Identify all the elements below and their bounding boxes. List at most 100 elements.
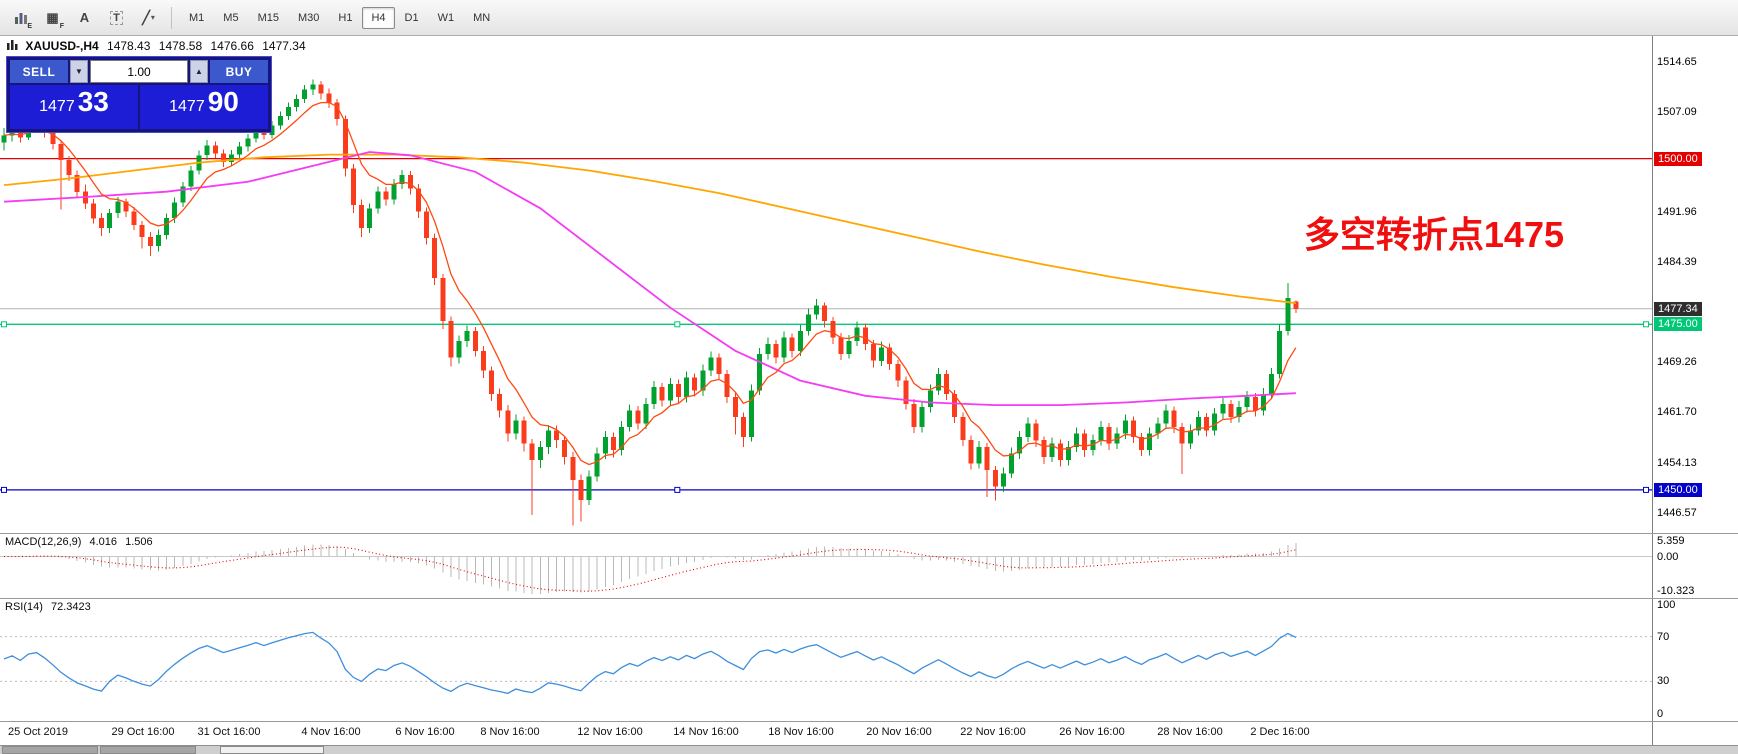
timeframe-button-m1[interactable]: M1	[189, 11, 205, 24]
chart-icon	[7, 40, 18, 50]
time-axis-label: 2 Dec 16:00	[1250, 726, 1310, 738]
annotation-text[interactable]: 多空转折点1475	[1303, 214, 1564, 255]
chart-tab[interactable]	[100, 746, 196, 754]
draw-tools-icon[interactable]: ╱ ▾	[134, 4, 163, 31]
rsi-svg	[0, 631, 1652, 695]
buy-price-display[interactable]: 1477 90	[140, 85, 268, 129]
rsi-header: RSI(14) 72.3423	[5, 601, 91, 613]
one-click-trading-panel: SELL ▼ ▲ BUY 1477 33 1477 90	[6, 56, 272, 133]
timeframe-button-mn[interactable]: MN	[473, 11, 491, 24]
volume-decrease-button[interactable]: ▼	[70, 60, 88, 83]
macd-pane-row: MACD(12,26,9) 4.016 1.506 5.359 0.00 -10…	[0, 533, 1738, 598]
time-axis-label: 14 Nov 16:00	[673, 726, 739, 738]
time-axis-label: 18 Nov 16:00	[768, 726, 834, 738]
time-axis[interactable]: 25 Oct 2019 29 Oct 16:00 31 Oct 16:00 4 Nov…	[0, 722, 1652, 745]
level-lines[interactable]	[0, 157, 1652, 491]
price-tick-label: 1454.13	[1657, 457, 1697, 469]
grid-sub-label: F	[59, 23, 64, 30]
rsi-title: RSI(14)	[5, 601, 43, 613]
sell-price-pips: 33	[77, 86, 109, 117]
selection-handles[interactable]	[1, 321, 1649, 493]
text-tool-glyph: T	[110, 10, 123, 25]
volume-increase-button[interactable]: ▲	[190, 60, 208, 83]
price-badge-1500.00: 1500.00	[1654, 152, 1702, 166]
price-tick-label: 1446.57	[1657, 507, 1697, 519]
grid-glyph: ▦	[46, 9, 59, 25]
ohlc-high: 1478.58	[158, 39, 203, 53]
time-axis-label: 28 Nov 16:00	[1157, 726, 1223, 738]
price-tick-label: 1469.26	[1657, 356, 1697, 368]
time-axis-label: 6 Nov 16:00	[395, 726, 455, 738]
time-axis-label: 12 Nov 16:00	[577, 726, 643, 738]
toolbar-separator	[171, 6, 172, 29]
rsi-levels	[0, 636, 1652, 682]
timeframe-button-m30[interactable]: M30	[297, 11, 320, 24]
time-axis-label: 22 Nov 16:00	[960, 726, 1026, 738]
price-tick-label: 1507.09	[1657, 106, 1697, 118]
timeframe-button-w1[interactable]: W1	[437, 11, 455, 24]
time-axis-label: 4 Nov 16:00	[301, 726, 361, 738]
price-badge-1475.00: 1475.00	[1654, 317, 1702, 331]
grid-icon[interactable]: ▦ F	[38, 4, 67, 31]
macd-title: MACD(12,26,9)	[5, 536, 82, 548]
time-axis-label: 26 Nov 16:00	[1059, 726, 1125, 738]
ma-lines	[3, 101, 1297, 466]
price-badge-1477.34: 1477.34	[1654, 302, 1702, 316]
rsi-axis[interactable]: 100 70 30 0	[1652, 599, 1738, 721]
chart-type-sub-label: E	[27, 23, 32, 30]
price-tick-label: 1461.70	[1657, 406, 1697, 418]
volume-input[interactable]	[90, 60, 188, 83]
time-axis-label: 25 Oct 2019	[8, 726, 68, 738]
price-axis[interactable]: 1514.65 1507.09 1491.96 1484.39 1469.26 1461.…	[1652, 36, 1738, 533]
price-tick-label: 1484.39	[1657, 256, 1697, 268]
timeframe-button-h4[interactable]: H4	[362, 6, 395, 29]
sell-price-display[interactable]: 1477 33	[10, 85, 138, 129]
macd-header: MACD(12,26,9) 4.016 1.506	[5, 536, 153, 548]
macd-axis-min: -10.323	[1657, 585, 1695, 597]
chart-type-icon[interactable]: E	[6, 4, 35, 31]
price-chart-pane[interactable]: XAUUSD-,H4 1478.43 1478.58 1476.66 1477.…	[0, 36, 1652, 533]
chart-tab[interactable]	[220, 746, 324, 754]
sell-button[interactable]: SELL	[10, 60, 68, 83]
timeframe-button-d1[interactable]: D1	[404, 11, 419, 24]
timeframe-button-m5[interactable]: M5	[223, 11, 239, 24]
rsi-line	[3, 631, 1297, 695]
price-tick-label: 1514.65	[1657, 56, 1697, 68]
macd-signal-value: 1.506	[125, 536, 153, 548]
chart-tab[interactable]	[2, 746, 98, 754]
chart-ohlc-header: XAUUSD-,H4 1478.43 1478.58 1476.66 1477.…	[7, 39, 306, 53]
macd-main-value: 4.016	[89, 536, 118, 548]
bar-chart-icon	[14, 12, 27, 24]
time-axis-label: 29 Oct 16:00	[111, 726, 175, 738]
rsi-pane[interactable]: RSI(14) 72.3423	[0, 599, 1652, 721]
ohlc-close: 1477.34	[262, 39, 306, 53]
font-tool-glyph: A	[79, 10, 90, 25]
draw-tools-glyph: ╱	[142, 9, 150, 25]
macd-svg	[0, 543, 1652, 595]
rsi-pane-row: RSI(14) 72.3423 100 70 30 0	[0, 598, 1738, 721]
macd-axis[interactable]: 5.359 0.00 -10.323	[1652, 534, 1738, 598]
ohlc-open: 1478.43	[107, 39, 151, 53]
macd-axis-max: 5.359	[1657, 535, 1685, 547]
sell-price-base: 1477	[39, 98, 75, 115]
timeframe-button-m15[interactable]: M15	[257, 11, 279, 24]
price-pane-row: XAUUSD-,H4 1478.43 1478.58 1476.66 1477.…	[0, 36, 1738, 533]
buy-price-base: 1477	[169, 98, 205, 115]
rsi-axis-100: 100	[1657, 599, 1676, 611]
rsi-axis-30: 30	[1657, 675, 1670, 688]
timeframe-button-h1[interactable]: H1	[338, 11, 353, 24]
time-axis-label: 20 Nov 16:00	[866, 726, 932, 738]
macd-pane[interactable]: MACD(12,26,9) 4.016 1.506	[0, 534, 1652, 598]
font-tool-icon[interactable]: A	[70, 4, 99, 31]
caret-up-icon: ▲	[195, 67, 203, 76]
price-badge-1450.00: 1450.00	[1654, 483, 1702, 497]
toolbar-icon-group: E ▦ F A T ╱ ▾	[0, 4, 163, 31]
buy-price-pips: 90	[207, 86, 239, 117]
candles	[1, 79, 1299, 526]
buy-button[interactable]: BUY	[210, 60, 268, 83]
chevron-down-icon: ▾	[150, 13, 155, 22]
chart-tab-bar	[0, 745, 1738, 754]
text-tool-icon[interactable]: T	[102, 4, 131, 31]
time-axis-label: 8 Nov 16:00	[480, 726, 540, 738]
